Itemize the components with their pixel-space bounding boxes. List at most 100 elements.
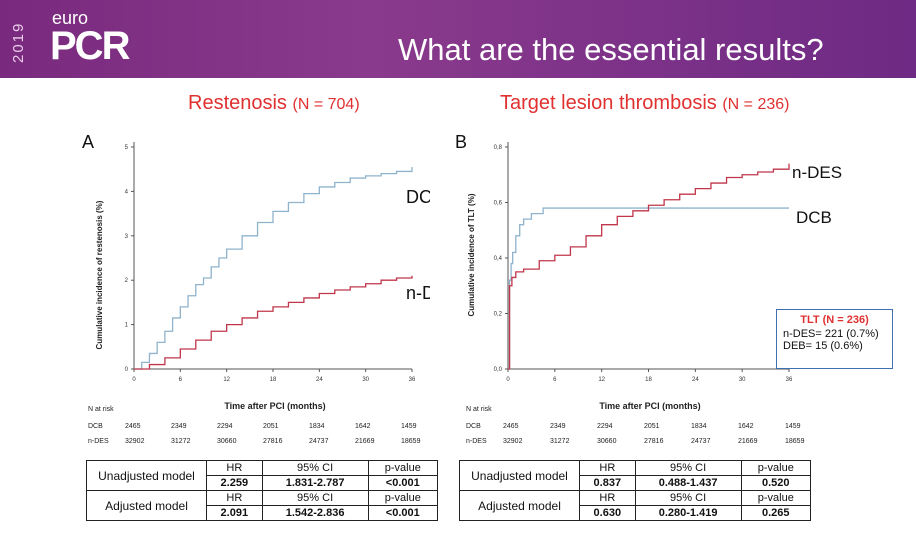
chart-b-ylabel: Cumulative incidence of TLT (%)	[467, 193, 476, 316]
chart-b-y-tick-label: 0,0	[494, 367, 503, 373]
risk-cell: 2465	[503, 423, 519, 430]
tlt-box-line-deb: DEB= 15 (0.6%)	[783, 340, 863, 352]
risk-cell: 2465	[125, 423, 141, 430]
chart-a-series-ndes	[134, 275, 413, 370]
risk-cell: 30660	[597, 438, 617, 445]
hr-header: HR	[579, 460, 636, 476]
hr-header: HR	[206, 460, 263, 476]
chart-b-y-tick-label: 0,2	[494, 312, 503, 318]
chart-b-x-tick-label: 30	[739, 377, 746, 383]
risk-cell: 2349	[171, 423, 187, 430]
hr-header: HR	[579, 490, 636, 506]
tlt-box-title: TLT (N = 236)	[800, 314, 869, 326]
risk-cell: 2294	[597, 423, 613, 430]
chart-a-x-tick-label: 18	[270, 377, 277, 383]
hr-header: HR	[206, 490, 263, 506]
logo-pcr: PCR	[50, 24, 130, 68]
risk-cell: 1834	[309, 423, 325, 430]
risk-cell: 24737	[309, 438, 329, 445]
chart-a-label-ndes: n-DES	[406, 283, 430, 303]
risk-table-title: N at risk	[466, 406, 492, 413]
header-banner: 2019 euro PCR What are the essential res…	[0, 0, 916, 78]
p-value: <0.001	[367, 475, 439, 491]
risk-cell: 18659	[401, 438, 421, 445]
risk-cell: 31272	[550, 438, 570, 445]
p-header: p-value	[740, 460, 812, 476]
risk-row-label: n-DES	[88, 438, 109, 445]
chart-b-x-tick-label: 18	[645, 377, 652, 383]
panel-b-letter: B	[455, 132, 468, 152]
hr-value: 0.630	[579, 505, 636, 521]
chart-a-x-tick-label: 12	[223, 377, 230, 383]
p-value: 0.265	[740, 505, 812, 521]
panel-a-letter: A	[82, 132, 95, 152]
chart-b-y-tick-label: 0,6	[494, 201, 503, 207]
chart-a-y-tick-label: 2	[125, 278, 129, 284]
logo-euro: euro	[52, 8, 89, 28]
chart-b-xlabel: Time after PCI (months)	[599, 401, 700, 411]
model-label: Adjusted model	[459, 490, 580, 521]
risk-cell: 27816	[263, 438, 283, 445]
risk-cell: 2294	[217, 423, 233, 430]
chart-a-y-tick-label: 0	[125, 367, 129, 373]
ci-header: 95% CI	[634, 460, 742, 476]
chart-a-x-tick-label: 0	[132, 377, 136, 383]
chart-restenosis: Cumulative incidence of restenosis (%) T…	[95, 142, 430, 411]
panel-a-title-text: Restenosis	[188, 92, 287, 114]
chart-b-x-tick-label: 0	[506, 377, 510, 383]
slide-title: What are the essential results?	[398, 32, 824, 67]
chart-tlt: Cumulative incidence of TLT (%) Time aft…	[467, 142, 842, 411]
ci-header: 95% CI	[261, 490, 369, 506]
chart-b-y-tick-label: 0,4	[494, 256, 503, 262]
risk-cell: 31272	[171, 438, 191, 445]
hr-value: 0.837	[579, 475, 636, 491]
ci-header: 95% CI	[261, 460, 369, 476]
chart-a-y-tick-label: 5	[125, 145, 129, 151]
risk-cell: 21669	[738, 438, 758, 445]
chart-b-x-tick-label: 36	[786, 377, 793, 383]
panel-a-title: Restenosis (N = 704)	[188, 92, 360, 115]
risk-row-label: DCB	[466, 423, 481, 430]
ci-value: 1.831-2.787	[261, 475, 369, 491]
risk-row-label: n-DES	[466, 438, 487, 445]
chart-b-series-dcb	[508, 207, 789, 370]
chart-a-x-tick-label: 6	[179, 377, 183, 383]
model-label: Unadjusted model	[459, 460, 580, 491]
chart-b-x-tick-label: 24	[692, 377, 699, 383]
chart-b-label-dcb: DCB	[796, 208, 832, 227]
risk-table-title: N at risk	[88, 406, 114, 413]
results-table-b: Unadjusted model HR 95% CI p-value 0.837…	[459, 460, 812, 521]
chart-b-y-tick-label: 0,8	[494, 145, 503, 151]
chart-b-x-tick-label: 12	[598, 377, 605, 383]
risk-cell: 24737	[691, 438, 711, 445]
risk-cell: 1642	[355, 423, 371, 430]
risk-cell: 1834	[691, 423, 707, 430]
panel-a-n-label: (N = 704)	[292, 96, 360, 113]
logo-year: 2019	[10, 21, 27, 63]
risk-cell: 27816	[644, 438, 664, 445]
results-table-a: Unadjusted model HR 95% CI p-value 2.259…	[86, 460, 439, 521]
chart-a-ylabel: Cumulative incidence of restenosis (%)	[95, 200, 104, 349]
model-label: Unadjusted model	[86, 460, 207, 491]
risk-cell: 21669	[355, 438, 375, 445]
risk-cell: 2349	[550, 423, 566, 430]
ci-value: 0.280-1.419	[634, 505, 742, 521]
chart-a-y-tick-label: 3	[125, 234, 129, 240]
chart-a-x-tick-label: 24	[316, 377, 323, 383]
hr-value: 2.091	[206, 505, 263, 521]
chart-a-x-tick-label: 30	[362, 377, 369, 383]
chart-a-xlabel: Time after PCI (months)	[224, 401, 325, 411]
chart-b-label-ndes: n-DES	[792, 163, 842, 182]
risk-cell: 1459	[401, 423, 417, 430]
p-header: p-value	[367, 460, 439, 476]
risk-cell: 2051	[263, 423, 279, 430]
panel-b-title-text: Target lesion thrombosis	[500, 92, 717, 114]
risk-cell: 32902	[125, 438, 145, 445]
ci-value: 0.488-1.437	[634, 475, 742, 491]
ci-value: 1.542-2.836	[261, 505, 369, 521]
tlt-summary-box: TLT (N = 236) n-DES= 221 (0.7%) DEB= 15 …	[776, 309, 893, 369]
p-value: <0.001	[367, 505, 439, 521]
risk-cell: 1459	[785, 423, 801, 430]
p-header: p-value	[367, 490, 439, 506]
risk-row-label: DCB	[88, 423, 103, 430]
